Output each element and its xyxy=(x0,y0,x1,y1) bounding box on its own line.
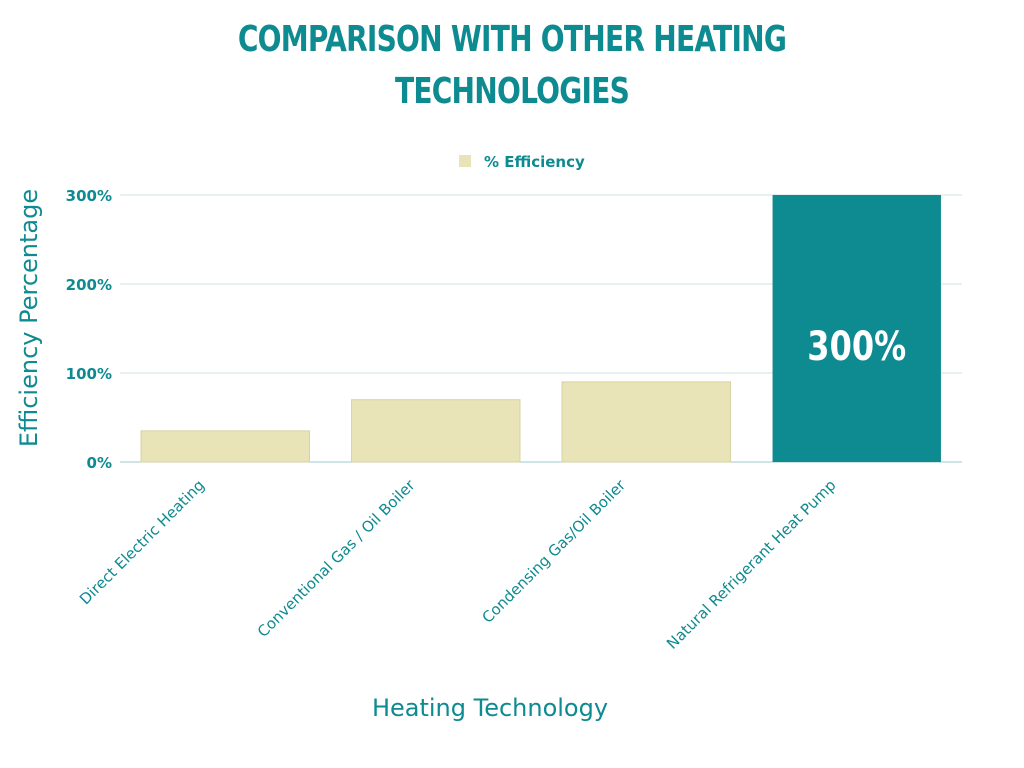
y-tick-label: 100% xyxy=(66,365,112,383)
legend-label: % Efficiency xyxy=(484,153,585,171)
y-tick-label: 0% xyxy=(87,454,112,472)
y-axis-title: Efficiency Percentage xyxy=(15,189,43,447)
bar-1 xyxy=(140,430,310,463)
chart-title-line-2: TECHNOLOGIES xyxy=(394,71,630,112)
legend: % Efficiency xyxy=(459,153,585,171)
x-axis-title: Heating Technology xyxy=(372,694,608,722)
x-category-label: Direct Electric Heating xyxy=(76,476,208,608)
data-label: 300% xyxy=(807,322,906,369)
x-category-labels: Direct Electric Heating Conventional Gas … xyxy=(76,476,840,653)
data-labels: 300% xyxy=(807,322,906,369)
bar-2 xyxy=(351,399,521,463)
x-category-label: Conventional Gas / Oil Boiler xyxy=(254,476,419,641)
chart-title-line-1: COMPARISON WITH OTHER HEATING xyxy=(237,19,787,60)
y-tick-label: 300% xyxy=(66,187,112,205)
x-category-label: Natural Refrigerant Heat Pump xyxy=(663,476,840,653)
bar-4 xyxy=(772,195,941,462)
y-tick-label: 200% xyxy=(66,276,112,294)
bars xyxy=(140,195,941,463)
chart-title: COMPARISON WITH OTHER HEATING TECHNOLOGI… xyxy=(113,14,912,118)
y-tick-labels: 0% 100% 200% 300% xyxy=(66,187,112,472)
bar-3 xyxy=(561,381,731,463)
x-category-label: Condensing Gas/Oil Boiler xyxy=(478,476,629,627)
legend-swatch xyxy=(459,155,471,167)
